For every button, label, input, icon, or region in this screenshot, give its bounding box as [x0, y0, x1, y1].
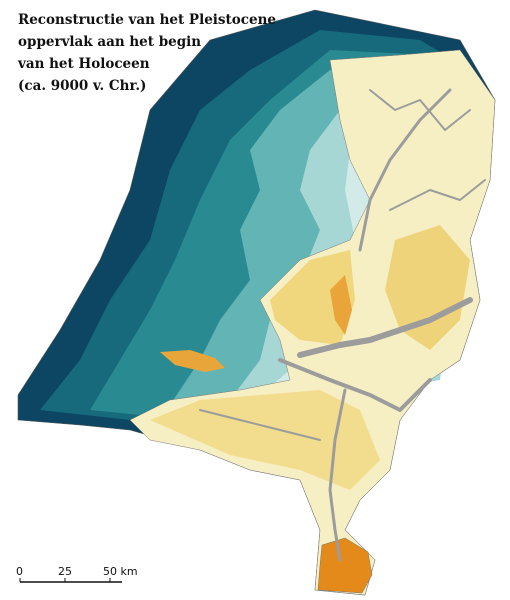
land-yellow — [150, 390, 380, 490]
title-line: (ca. 9000 v. Chr.) — [18, 78, 146, 94]
river — [389, 179, 486, 211]
land-yellow — [385, 225, 470, 350]
scale-label: 0 — [16, 565, 23, 578]
title-line: oppervlak aan het begin — [18, 34, 201, 50]
scale-label: 25 — [58, 565, 72, 578]
land-orange — [330, 275, 352, 335]
title-line: van het Holoceen — [17, 56, 150, 72]
river — [278, 358, 432, 412]
river — [328, 388, 347, 562]
title-line: Reconstructie van het Pleistocene — [18, 12, 276, 28]
orange-patch — [160, 350, 225, 372]
river — [297, 297, 473, 358]
river — [199, 409, 321, 441]
scale-label: 50 km — [103, 565, 138, 578]
river — [369, 89, 471, 131]
land-yellow — [270, 250, 355, 345]
river — [358, 88, 452, 252]
land-orange — [317, 537, 373, 594]
